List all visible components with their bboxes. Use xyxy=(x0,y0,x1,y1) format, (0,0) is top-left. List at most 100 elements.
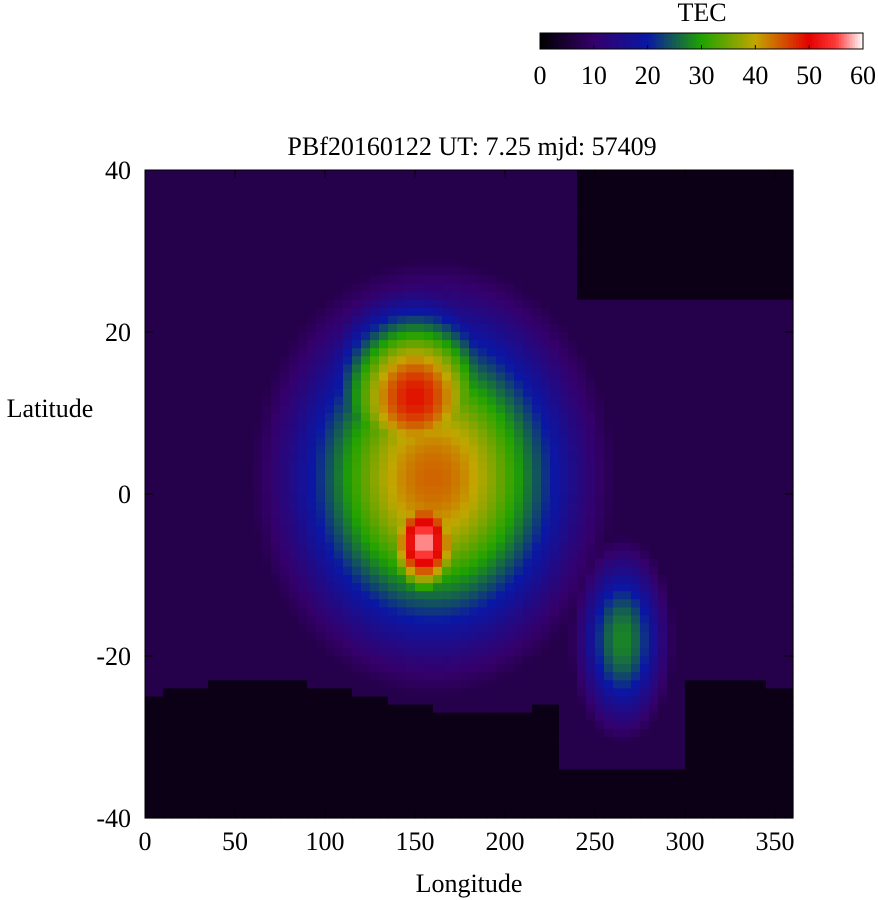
heatmap-cell xyxy=(442,315,452,325)
heatmap-cell xyxy=(343,469,353,479)
heatmap-cell xyxy=(541,194,551,203)
heatmap-cell xyxy=(550,558,560,568)
heatmap-cell xyxy=(361,615,371,625)
heatmap-cell xyxy=(775,494,785,503)
heatmap-cell xyxy=(748,485,758,495)
heatmap-cell xyxy=(280,453,290,463)
heatmap-cell xyxy=(406,656,416,665)
heatmap-cell xyxy=(172,323,182,333)
heatmap-cell xyxy=(667,583,677,592)
heatmap-cell xyxy=(172,380,182,390)
colorbar-segment xyxy=(728,33,732,49)
heatmap-cell xyxy=(739,688,749,698)
heatmap-cell xyxy=(586,226,596,236)
heatmap-cell xyxy=(424,429,434,438)
heatmap-cell xyxy=(541,696,551,706)
heatmap-cell xyxy=(487,534,497,544)
heatmap-cell xyxy=(721,299,731,309)
heatmap-cell xyxy=(145,218,155,228)
heatmap-cell xyxy=(703,210,713,220)
heatmap-cell xyxy=(541,404,551,414)
heatmap-cell xyxy=(145,186,155,195)
heatmap-cell xyxy=(757,404,767,414)
heatmap-cell xyxy=(460,510,470,519)
colorbar-segment xyxy=(723,33,727,49)
heatmap-cell xyxy=(505,170,515,179)
heatmap-cell xyxy=(505,396,515,406)
heatmap-cell xyxy=(226,502,236,511)
heatmap-cell xyxy=(532,340,542,349)
heatmap-cell xyxy=(244,372,254,382)
heatmap-cell xyxy=(334,672,344,681)
heatmap-cell xyxy=(514,704,524,714)
heatmap-cell xyxy=(586,550,596,560)
heatmap-cell xyxy=(181,170,191,179)
heatmap-cell xyxy=(379,299,389,309)
heatmap-cell xyxy=(181,688,191,698)
heatmap-cell xyxy=(685,680,695,689)
heatmap-cell xyxy=(541,226,551,236)
heatmap-cell xyxy=(478,510,488,519)
heatmap-cell xyxy=(334,194,344,203)
heatmap-cell xyxy=(550,623,560,633)
heatmap-cell xyxy=(775,518,785,527)
heatmap-cell xyxy=(298,664,308,673)
heatmap-cell xyxy=(307,340,317,349)
heatmap-cell xyxy=(721,234,731,244)
heatmap-cell xyxy=(721,323,731,333)
heatmap-cell xyxy=(721,704,731,714)
heatmap-cell xyxy=(514,421,524,430)
heatmap-cell xyxy=(154,591,164,600)
heatmap-cell xyxy=(451,664,461,673)
heatmap-cell xyxy=(478,639,488,649)
heatmap-cell xyxy=(424,323,434,333)
heatmap-cell xyxy=(397,534,407,544)
heatmap-cell xyxy=(712,178,722,187)
heatmap-cell xyxy=(496,307,506,317)
heatmap-cell xyxy=(388,421,398,430)
heatmap-cell xyxy=(586,234,596,244)
heatmap-cell xyxy=(217,251,227,260)
heatmap-cell xyxy=(496,696,506,706)
heatmap-cell xyxy=(685,421,695,430)
heatmap-cell xyxy=(676,542,686,552)
colorbar-segment xyxy=(577,33,581,49)
heatmap-cell xyxy=(253,615,263,625)
heatmap-cell xyxy=(271,348,281,357)
heatmap-cell xyxy=(766,550,776,560)
heatmap-cell xyxy=(424,388,434,398)
heatmap-cell xyxy=(316,388,326,398)
heatmap-cell xyxy=(721,413,731,422)
heatmap-cell xyxy=(280,477,290,487)
heatmap-cell xyxy=(370,388,380,398)
heatmap-cell xyxy=(550,591,560,600)
heatmap-cell xyxy=(307,558,317,568)
heatmap-cell xyxy=(325,477,335,487)
heatmap-cell xyxy=(586,575,596,584)
heatmap-cell xyxy=(487,413,497,422)
heatmap-cell xyxy=(226,429,236,438)
heatmap-cell xyxy=(388,372,398,382)
heatmap-cell xyxy=(370,364,380,374)
heatmap-cell xyxy=(235,607,245,617)
heatmap-cell xyxy=(388,251,398,260)
heatmap-cell xyxy=(712,380,722,390)
heatmap-cell xyxy=(424,469,434,479)
heatmap-cell xyxy=(703,202,713,212)
heatmap-cell xyxy=(406,477,416,487)
heatmap-cell xyxy=(433,680,443,689)
heatmap-cell xyxy=(208,575,218,584)
heatmap-cell xyxy=(469,583,479,592)
heatmap-cell xyxy=(523,631,533,641)
heatmap-cell xyxy=(748,477,758,487)
heatmap-cell xyxy=(406,469,416,479)
heatmap-cell xyxy=(343,518,353,527)
heatmap-cell xyxy=(649,542,659,552)
heatmap-cell xyxy=(352,332,362,341)
heatmap-cell xyxy=(595,315,605,325)
heatmap-cell xyxy=(640,534,650,544)
heatmap-cell xyxy=(289,299,299,309)
heatmap-cell xyxy=(676,372,686,382)
chart-title: PBf20160122 UT: 7.25 mjd: 57409 xyxy=(287,132,656,161)
heatmap-cell xyxy=(703,178,713,187)
